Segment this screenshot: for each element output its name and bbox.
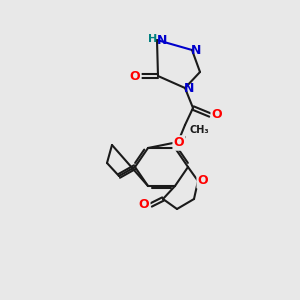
Text: CH₃: CH₃ <box>189 125 208 135</box>
Text: O: O <box>212 109 222 122</box>
Text: O: O <box>198 175 208 188</box>
Text: O: O <box>174 136 184 149</box>
Text: N: N <box>191 44 201 56</box>
Text: N: N <box>184 82 194 94</box>
Text: O: O <box>139 199 149 212</box>
Text: H: H <box>148 34 158 44</box>
Text: O: O <box>130 70 140 83</box>
Text: N: N <box>157 34 167 47</box>
